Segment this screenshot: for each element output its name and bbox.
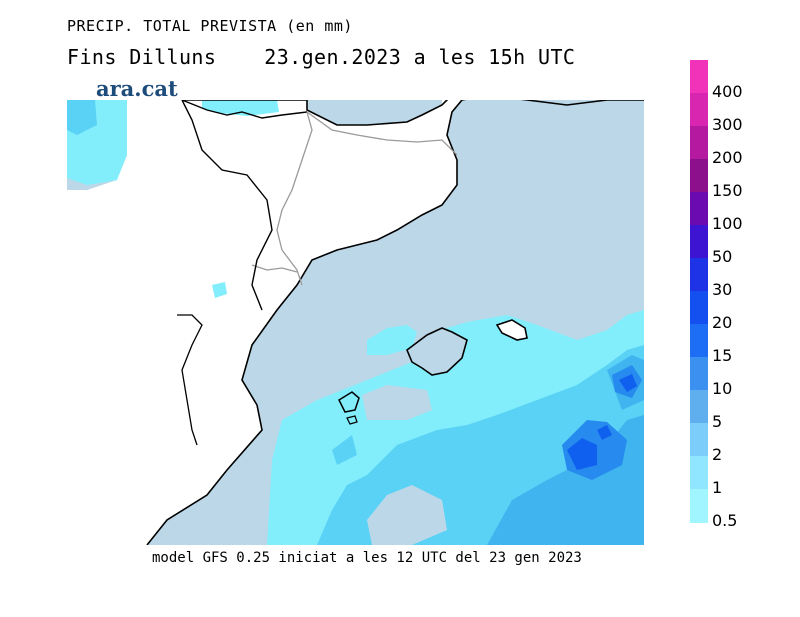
model-info-footer: model GFS 0.25 iniciat a les 12 UTC del …: [152, 550, 582, 566]
map-title: PRECIP. TOTAL PREVISTA (en mm): [67, 17, 353, 35]
legend-label: 20: [712, 313, 733, 332]
ibiza-island: [338, 391, 360, 413]
legend-swatch: [690, 423, 708, 457]
legend-swatch: [690, 60, 708, 94]
precip-band-2-b: [332, 435, 357, 465]
precip-band-15: [567, 438, 597, 470]
precip-land-top: [202, 100, 279, 116]
legend-swatch: [690, 159, 708, 193]
legend-label: 5: [712, 412, 723, 431]
legend-label: 15: [712, 346, 733, 365]
precip-legend: 400 300 200 150 100 50 30 20 15 10 5 2 1 0.5: [690, 60, 743, 530]
valid-date-label: 23.gen.2023 a les 15h UTC: [264, 45, 576, 69]
menorca-island: [495, 319, 528, 341]
regional-border-2: [306, 111, 458, 156]
coastline-north: [462, 100, 644, 106]
legend-label: 300: [712, 115, 743, 134]
legend-swatch: [690, 93, 708, 127]
formentera-island: [346, 415, 358, 425]
regional-border: [276, 111, 313, 286]
legend-swatch: [690, 291, 708, 325]
legend-label: 100: [712, 214, 743, 233]
legend-label: 10: [712, 379, 733, 398]
sea-top-right: [462, 100, 644, 110]
regional-border-4: [181, 100, 273, 311]
legend-label: 0.5: [712, 511, 738, 530]
legend-swatch: [690, 192, 708, 226]
legend-swatch: [690, 456, 708, 490]
legend-swatch: [690, 258, 708, 292]
iberian-land: [67, 100, 462, 545]
precip-band-15-b: [619, 374, 637, 392]
legend-swatch: [690, 390, 708, 424]
regional-border-5: [177, 314, 203, 446]
precip-sea-hole: [367, 485, 447, 545]
legend-swatch: [690, 324, 708, 358]
valid-until-label: Fins Dilluns: [67, 45, 217, 69]
legend-label: 2: [712, 445, 723, 464]
precip-sea-hole-2: [362, 385, 432, 420]
mallorca-island: [406, 327, 468, 376]
legend-label: 200: [712, 148, 743, 167]
precip-land-nw-2: [67, 100, 97, 135]
legend-swatch: [690, 126, 708, 160]
precip-band-15-c: [597, 425, 612, 440]
legend-label: 30: [712, 280, 733, 299]
precip-band-05-north: [367, 325, 417, 355]
legend-swatch: [690, 357, 708, 391]
map-subtitle: Fins Dilluns 23.gen.2023 a les 15h UTC: [67, 45, 575, 69]
precip-land-small: [212, 282, 227, 298]
legend-swatch: [690, 489, 708, 523]
ara-cat-logo: ara.cat: [96, 76, 178, 101]
legend-label: 50: [712, 247, 733, 266]
legend-label: 400: [712, 82, 743, 101]
coastline-france: [181, 100, 308, 119]
precipitation-map: [67, 100, 644, 545]
legend-swatch: [690, 225, 708, 259]
regional-border-3: [251, 264, 298, 273]
legend-label: 1: [712, 478, 723, 497]
legend-label: 150: [712, 181, 743, 200]
